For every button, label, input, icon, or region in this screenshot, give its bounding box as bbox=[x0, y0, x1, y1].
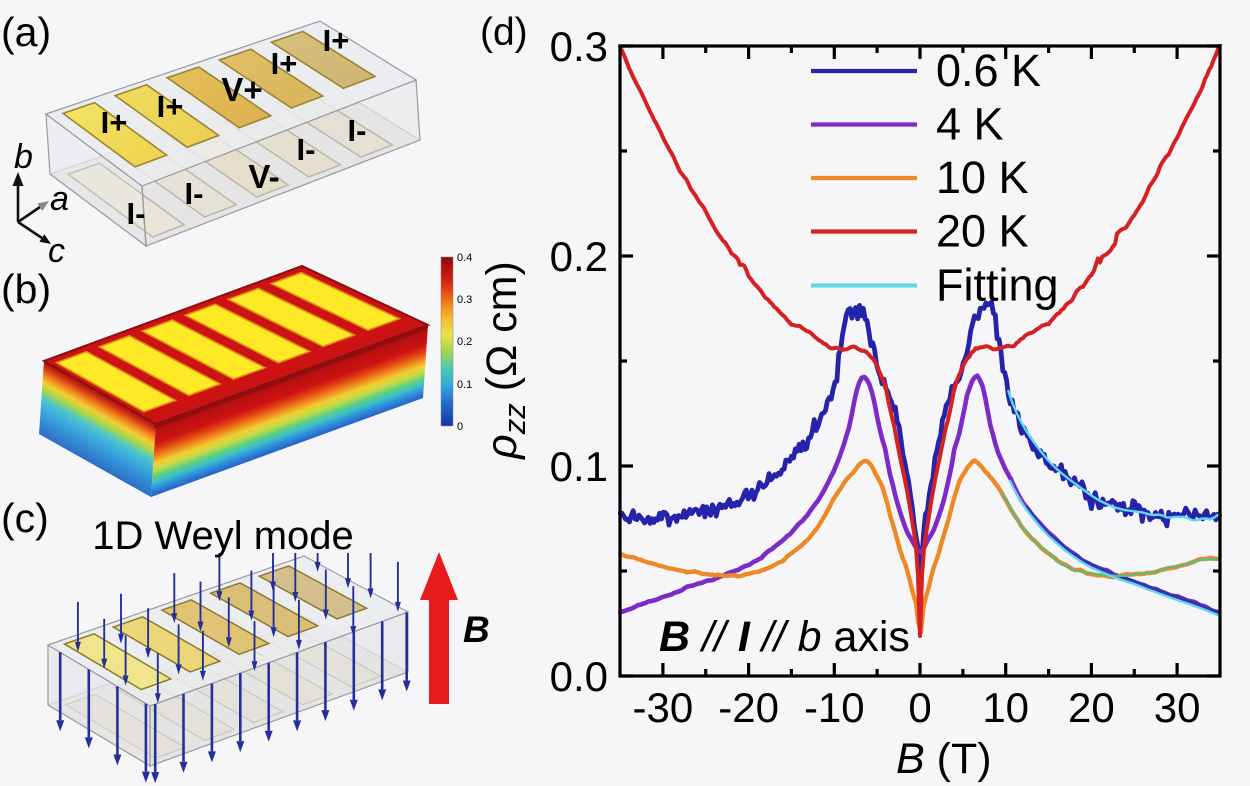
svg-text:c: c bbox=[48, 232, 65, 270]
svg-text:0.0: 0.0 bbox=[550, 653, 608, 700]
svg-text:I-: I- bbox=[127, 196, 146, 231]
svg-text:0.2: 0.2 bbox=[457, 336, 472, 348]
svg-text:(d): (d) bbox=[480, 11, 528, 54]
svg-text:(a): (a) bbox=[1, 9, 51, 55]
svg-text:0.3: 0.3 bbox=[550, 23, 608, 70]
svg-text:V+: V+ bbox=[221, 71, 262, 108]
svg-text:I+: I+ bbox=[271, 46, 298, 81]
svg-text:0.3: 0.3 bbox=[457, 294, 472, 306]
svg-text:10: 10 bbox=[982, 684, 1029, 731]
svg-text:-10: -10 bbox=[804, 684, 865, 731]
svg-text:(c): (c) bbox=[1, 495, 49, 541]
svg-text:a: a bbox=[50, 180, 69, 218]
svg-text:B: B bbox=[463, 609, 490, 650]
svg-text:Fitting: Fitting bbox=[936, 260, 1059, 311]
svg-text:0.1: 0.1 bbox=[457, 379, 472, 391]
svg-text:0.4: 0.4 bbox=[457, 252, 472, 264]
svg-text:b: b bbox=[14, 138, 33, 176]
svg-text:20 K: 20 K bbox=[936, 206, 1029, 257]
svg-text:1D Weyl mode: 1D Weyl mode bbox=[92, 514, 354, 558]
svg-text:20: 20 bbox=[1068, 684, 1115, 731]
svg-text:V-: V- bbox=[248, 158, 279, 195]
svg-text:10 K: 10 K bbox=[936, 152, 1029, 203]
svg-text:I+: I+ bbox=[157, 89, 184, 124]
svg-text:30: 30 bbox=[1154, 684, 1201, 731]
svg-text:-20: -20 bbox=[718, 684, 779, 731]
svg-text:I+: I+ bbox=[323, 23, 350, 58]
svg-text:I+: I+ bbox=[101, 105, 128, 140]
svg-text:0.1: 0.1 bbox=[550, 443, 608, 490]
svg-text:0.6 K: 0.6 K bbox=[936, 45, 1041, 96]
svg-text:0: 0 bbox=[908, 684, 931, 731]
svg-text:I-: I- bbox=[297, 132, 316, 167]
svg-text:B (T): B (T) bbox=[896, 735, 992, 783]
svg-text:I-: I- bbox=[185, 176, 204, 211]
svg-text:(b): (b) bbox=[1, 266, 51, 312]
svg-text:0: 0 bbox=[457, 421, 463, 433]
svg-text:-30: -30 bbox=[633, 684, 694, 731]
svg-text:0.2: 0.2 bbox=[550, 233, 608, 280]
svg-text:4 K: 4 K bbox=[936, 99, 1004, 150]
svg-text:B // I // b axis: B // I // b axis bbox=[659, 613, 910, 661]
svg-text:ρzz (Ω cm): ρzz (Ω cm) bbox=[478, 261, 532, 461]
svg-text:I-: I- bbox=[348, 113, 367, 148]
